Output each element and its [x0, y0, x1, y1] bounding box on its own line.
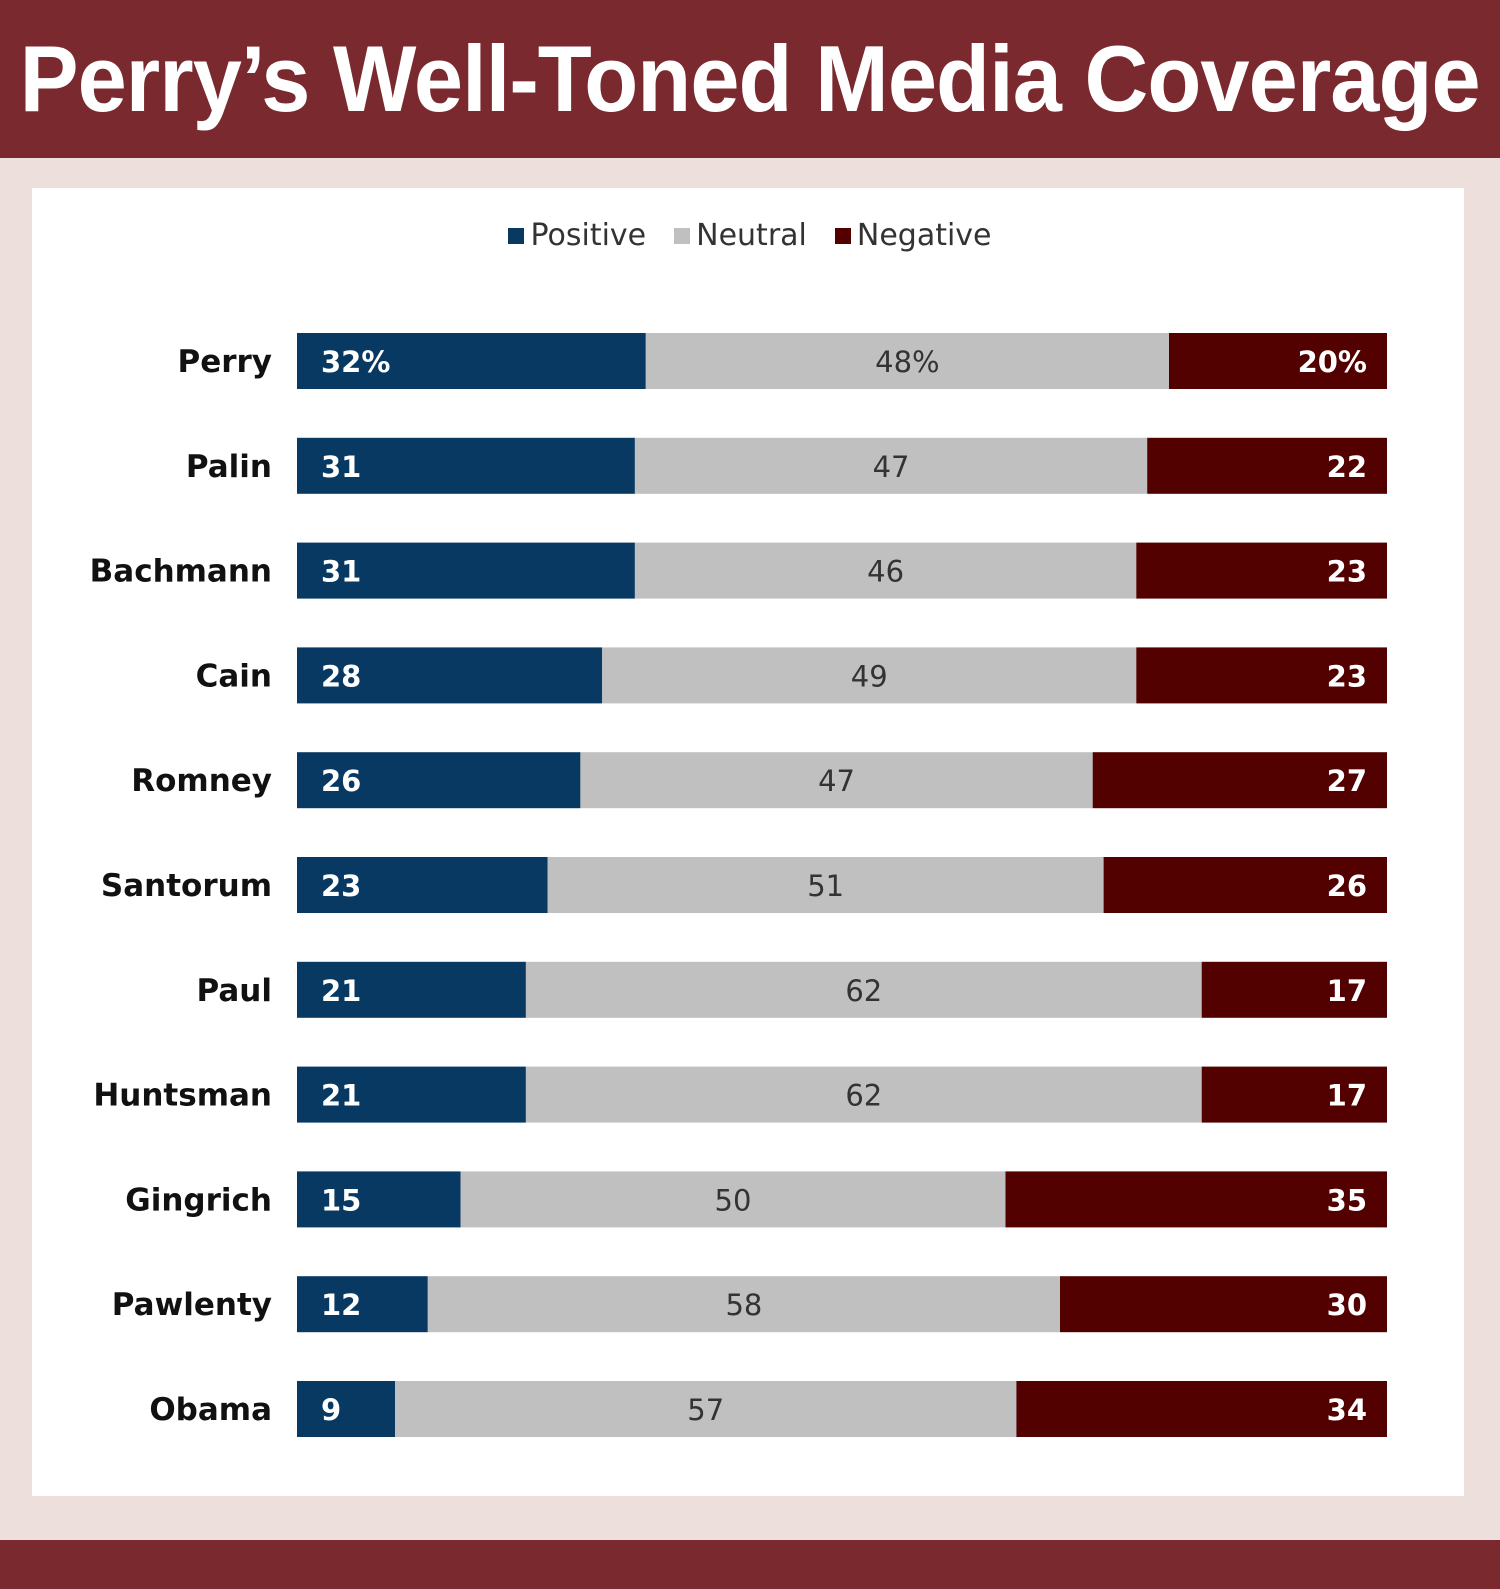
data-label-neutral: 62: [845, 974, 882, 1008]
legend-item-positive: Positive: [508, 218, 646, 253]
data-label-positive: 21: [321, 1079, 361, 1113]
bar-segment-negative: [1201, 1066, 1387, 1123]
legend-item-negative: Negative: [834, 218, 992, 253]
bar-segment-positive: [297, 1276, 428, 1333]
bar-segment-neutral: [645, 333, 1169, 389]
data-label-neutral: 46: [867, 555, 904, 589]
bar-segment-neutral: [525, 961, 1202, 1018]
data-label-neutral: 57: [687, 1393, 724, 1427]
data-label-positive: 31: [321, 450, 361, 484]
data-label-negative: 17: [1327, 1079, 1367, 1113]
bar-segment-neutral: [602, 647, 1137, 704]
category-label: Pawlenty: [112, 1287, 272, 1323]
bar-segment-neutral: [547, 857, 1104, 913]
bar-segment-negative: [1136, 647, 1387, 704]
data-label-neutral: 58: [725, 1288, 762, 1322]
bar-segment-negative: [1092, 752, 1387, 809]
data-label-positive: 15: [321, 1183, 361, 1217]
data-label-negative: 27: [1327, 764, 1367, 798]
category-label: Romney: [131, 763, 272, 799]
data-label-positive: 26: [321, 764, 361, 798]
category-label: Huntsman: [93, 1078, 272, 1114]
legend-item-neutral: Neutral: [674, 218, 807, 253]
bar-segment-neutral: [634, 542, 1137, 599]
data-label-negative: 26: [1327, 869, 1367, 903]
data-label-neutral: 62: [845, 1079, 882, 1113]
category-label: Paul: [196, 973, 272, 1009]
legend-label-negative: Negative: [856, 218, 992, 253]
bar-segment-positive: [297, 333, 646, 389]
bar-segment-neutral: [395, 1381, 1017, 1437]
bar-segment-positive: [297, 752, 581, 809]
bar-segment-neutral: [634, 437, 1148, 494]
legend-swatch-positive: [508, 227, 525, 244]
bar-segment-positive: [297, 961, 526, 1018]
category-label: Santorum: [101, 868, 272, 904]
data-label-neutral: 47: [818, 764, 855, 798]
data-label-negative: 17: [1327, 974, 1367, 1008]
bar-segment-positive: [297, 1066, 526, 1123]
bar-segment-positive: [297, 1381, 396, 1437]
bar-segment-negative: [1103, 857, 1387, 913]
data-label-negative: 22: [1327, 450, 1367, 484]
category-label: Bachmann: [90, 554, 272, 590]
data-label-negative: 35: [1327, 1183, 1367, 1217]
bar-segment-negative: [1016, 1381, 1387, 1437]
legend-swatch-negative: [834, 227, 851, 244]
header-banner: Perry’s Well-Toned Media Coverage: [0, 0, 1500, 158]
bar-segment-neutral: [427, 1276, 1060, 1333]
data-label-negative: 23: [1327, 555, 1367, 589]
data-label-positive: 28: [321, 659, 361, 693]
chart-legend: Positive Neutral Negative: [0, 218, 1500, 253]
category-label: Palin: [186, 449, 272, 485]
data-label-positive: 21: [321, 974, 361, 1008]
category-label: Perry: [177, 344, 272, 380]
data-label-neutral: 48%: [875, 345, 939, 379]
bar-segment-positive: [297, 1171, 461, 1228]
data-label-neutral: 51: [807, 869, 844, 903]
category-label: Obama: [149, 1392, 272, 1428]
data-label-neutral: 50: [715, 1183, 752, 1217]
data-label-positive: 23: [321, 869, 361, 903]
bar-segment-positive: [297, 542, 635, 599]
bar-segment-negative: [1060, 1276, 1387, 1333]
bar-segment-neutral: [525, 1066, 1202, 1123]
legend-label-neutral: Neutral: [696, 218, 807, 253]
bar-segment-positive: [297, 647, 603, 704]
data-label-positive: 12: [321, 1288, 361, 1322]
footer-band: [0, 1540, 1500, 1589]
legend-swatch-neutral: [674, 227, 691, 244]
bar-segment-negative: [1147, 437, 1387, 494]
data-label-positive: 32%: [321, 345, 390, 379]
bar-segment-positive: [297, 857, 548, 913]
category-label: Gingrich: [125, 1182, 272, 1218]
page-title: Perry’s Well-Toned Media Coverage: [19, 26, 1481, 131]
bar-segment-negative: [1136, 542, 1387, 599]
data-label-negative: 30: [1327, 1288, 1367, 1322]
data-label-negative: 34: [1327, 1393, 1367, 1427]
bar-segment-positive: [297, 437, 635, 494]
category-label: Cain: [196, 658, 272, 694]
data-label-negative: 23: [1327, 659, 1367, 693]
bar-segment-negative: [1201, 961, 1387, 1018]
data-label-neutral: 49: [851, 659, 888, 693]
bar-segment-neutral: [580, 752, 1093, 809]
data-label-negative: 20%: [1298, 345, 1367, 379]
data-label-positive: 31: [321, 555, 361, 589]
bar-segment-negative: [1169, 333, 1387, 389]
legend-label-positive: Positive: [530, 218, 647, 253]
bar-segment-negative: [1005, 1171, 1387, 1228]
data-label-neutral: 47: [873, 450, 910, 484]
data-label-positive: 9: [321, 1393, 341, 1427]
bar-segment-neutral: [460, 1171, 1006, 1228]
